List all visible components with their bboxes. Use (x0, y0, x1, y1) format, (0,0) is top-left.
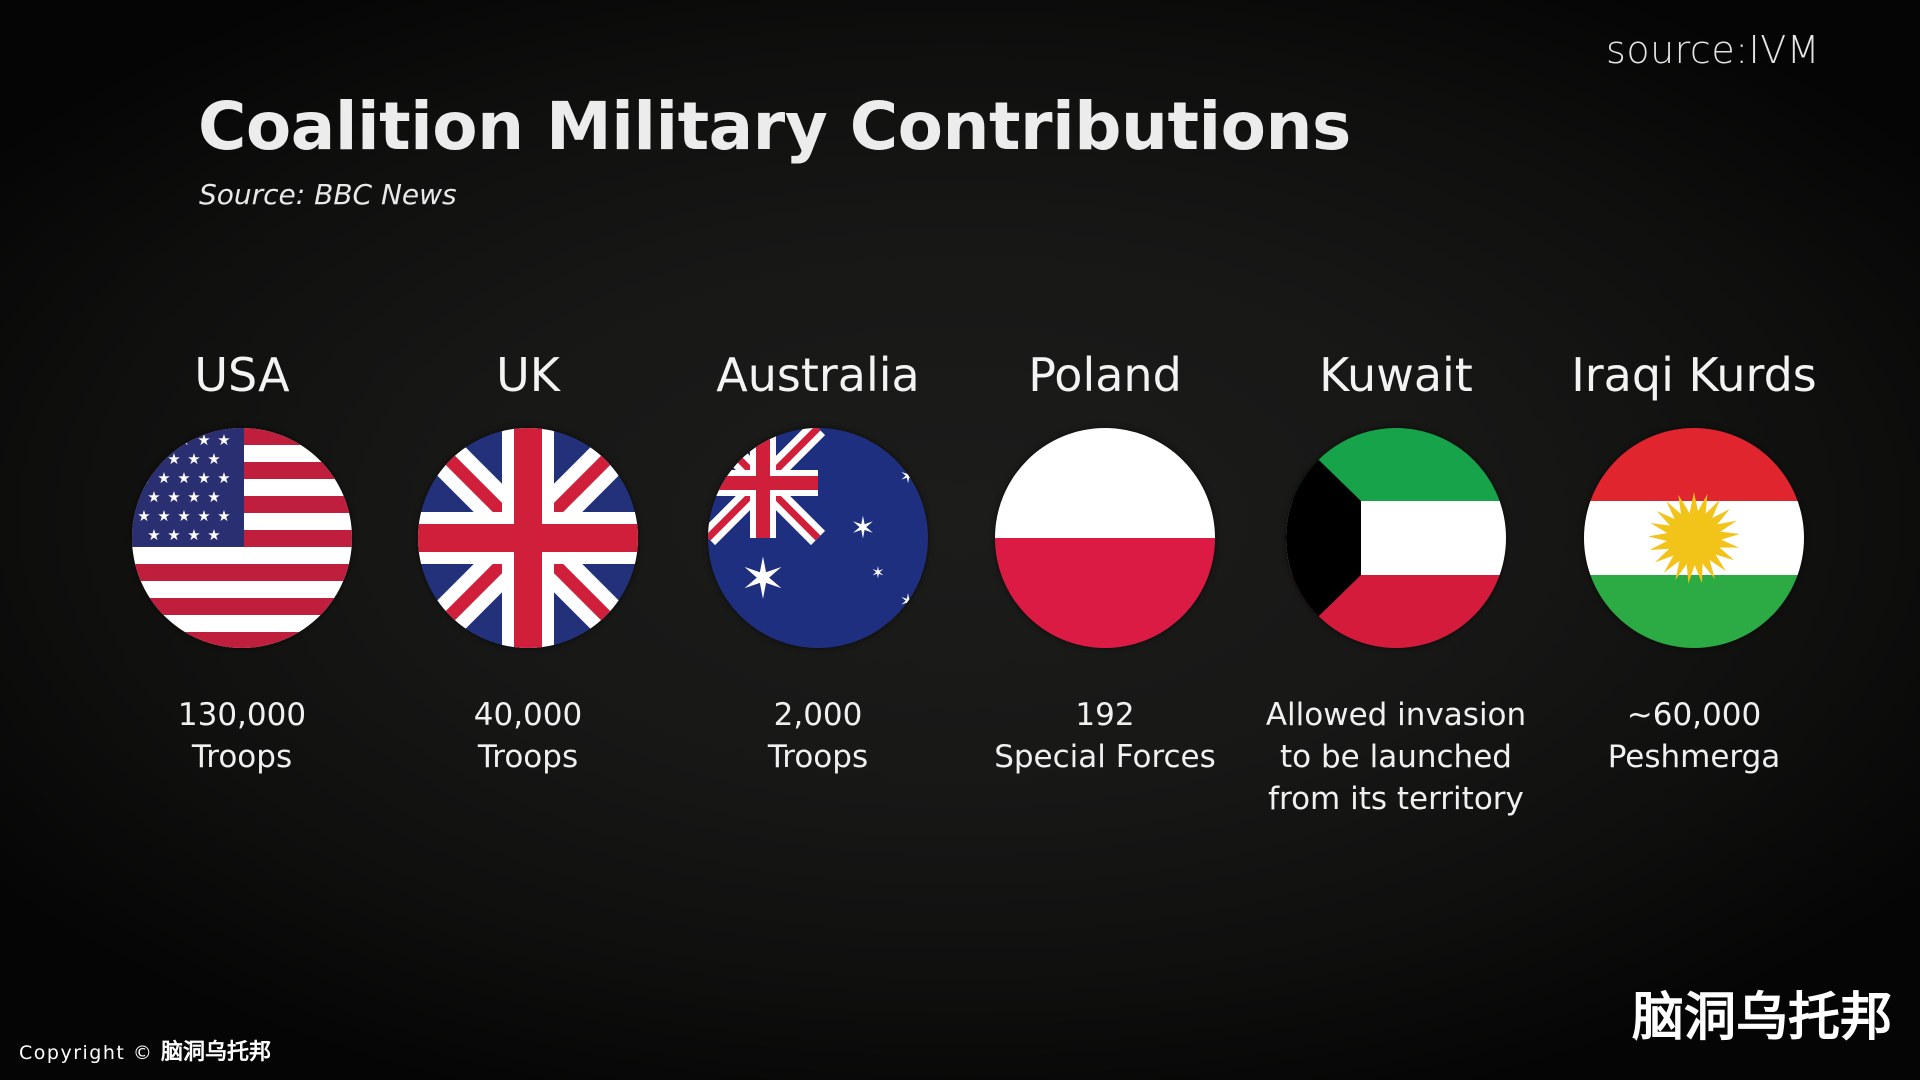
svg-text:★: ★ (137, 507, 150, 525)
svg-text:★: ★ (187, 488, 200, 506)
contribution-text: 40,000 Troops (378, 694, 678, 778)
svg-text:★: ★ (217, 469, 230, 487)
poland-flag-icon (995, 428, 1215, 648)
stat-line: Troops (767, 739, 869, 775)
country-name: Iraqi Kurds (1571, 348, 1817, 402)
country-usa: USA ★ ★ ★ ★ ★ ★ ★ ★ ★ ★ ★ ★ ★ ★ ★ ★ ★ ★ (92, 340, 392, 778)
svg-text:★: ★ (207, 488, 220, 506)
australia-flag-icon: ✶ ✶ ✶ ✶ ✶ (708, 428, 928, 648)
page-title: Coalition Military Contributions (198, 88, 1351, 165)
stat-line: from its territory (1268, 781, 1524, 817)
country-name: Australia (716, 348, 920, 402)
svg-text:★: ★ (217, 507, 230, 525)
svg-text:★: ★ (187, 526, 200, 544)
kurdistan-flag-icon (1584, 428, 1804, 648)
svg-text:★: ★ (207, 450, 220, 468)
country-kuwait: Kuwait Allowed invasion to be launched f… (1246, 340, 1546, 820)
svg-text:★: ★ (167, 488, 180, 506)
country-australia: Australia ✶ ✶ ✶ ✶ (668, 340, 968, 778)
svg-text:★: ★ (147, 450, 160, 468)
stat-line: 2,000 (773, 697, 863, 733)
copyright-notice: Copyright © 脑洞乌托邦 (19, 1034, 271, 1066)
svg-text:★: ★ (197, 469, 210, 487)
contribution-text: 2,000 Troops (668, 694, 968, 778)
stat-line: Troops (477, 739, 579, 775)
stat-line: to be launched (1280, 739, 1512, 775)
country-name: Kuwait (1319, 348, 1473, 402)
svg-text:✶: ✶ (900, 464, 917, 488)
stat-line: Troops (191, 739, 293, 775)
svg-text:★: ★ (167, 450, 180, 468)
copyright-label: Copyright (19, 1042, 126, 1064)
kuwait-flag-icon (1286, 428, 1506, 648)
country-uk: UK 40,000 Troops (378, 340, 678, 778)
svg-text:★: ★ (147, 488, 160, 506)
stat-line: 192 (1075, 697, 1135, 733)
svg-text:★: ★ (207, 526, 220, 544)
svg-text:★: ★ (217, 431, 230, 449)
country-iraqi-kurds: Iraqi Kurds (1544, 340, 1844, 778)
stat-line: 40,000 (473, 697, 583, 733)
svg-text:★: ★ (157, 431, 170, 449)
country-name: UK (496, 348, 560, 402)
stat-line: 130,000 (177, 697, 307, 733)
svg-text:★: ★ (137, 431, 150, 449)
svg-text:✶: ✶ (900, 589, 917, 613)
svg-text:★: ★ (197, 507, 210, 525)
svg-text:★: ★ (157, 507, 170, 525)
stat-line: Special Forces (994, 739, 1216, 775)
svg-text:★: ★ (187, 450, 200, 468)
country-name: USA (194, 348, 290, 402)
svg-text:✶: ✶ (740, 547, 787, 612)
usa-flag-icon: ★ ★ ★ ★ ★ ★ ★ ★ ★ ★ ★ ★ ★ ★ ★ ★ ★ ★ ★ ★ ★ ★ ★ ★ ★ ★ ★ (132, 428, 352, 648)
svg-text:★: ★ (177, 507, 190, 525)
svg-text:★: ★ (157, 469, 170, 487)
stat-line: ~60,000 (1626, 697, 1762, 733)
source-tag: source:IVM (1606, 28, 1820, 72)
channel-watermark: 脑洞乌托邦 (1631, 988, 1892, 1048)
contribution-text: 130,000 Troops (92, 694, 392, 778)
copyright-symbol: © (132, 1042, 154, 1064)
svg-text:★: ★ (137, 469, 150, 487)
contribution-text: Allowed invasion to be launched from its… (1246, 694, 1546, 820)
svg-text:★: ★ (177, 469, 190, 487)
uk-flag-icon (418, 428, 638, 648)
svg-text:★: ★ (147, 526, 160, 544)
copyright-brand: 脑洞乌托邦 (160, 1040, 271, 1065)
page-subtitle: Source: BBC News (199, 178, 457, 211)
country-poland: Poland 192 Special Forces (955, 340, 1255, 778)
contribution-text: 192 Special Forces (955, 694, 1255, 778)
svg-text:★: ★ (177, 431, 190, 449)
country-name: Poland (1028, 348, 1182, 402)
svg-text:✶: ✶ (871, 563, 884, 582)
contribution-text: ~60,000 Peshmerga (1544, 694, 1844, 778)
svg-text:★: ★ (167, 526, 180, 544)
stat-line: Peshmerga (1607, 739, 1781, 775)
svg-text:✶: ✶ (850, 511, 875, 546)
svg-text:★: ★ (197, 431, 210, 449)
stat-line: Allowed invasion (1265, 697, 1527, 733)
